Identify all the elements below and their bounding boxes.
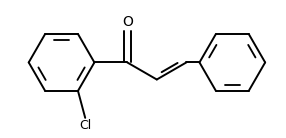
Text: Cl: Cl — [79, 119, 91, 132]
Text: O: O — [122, 15, 133, 29]
